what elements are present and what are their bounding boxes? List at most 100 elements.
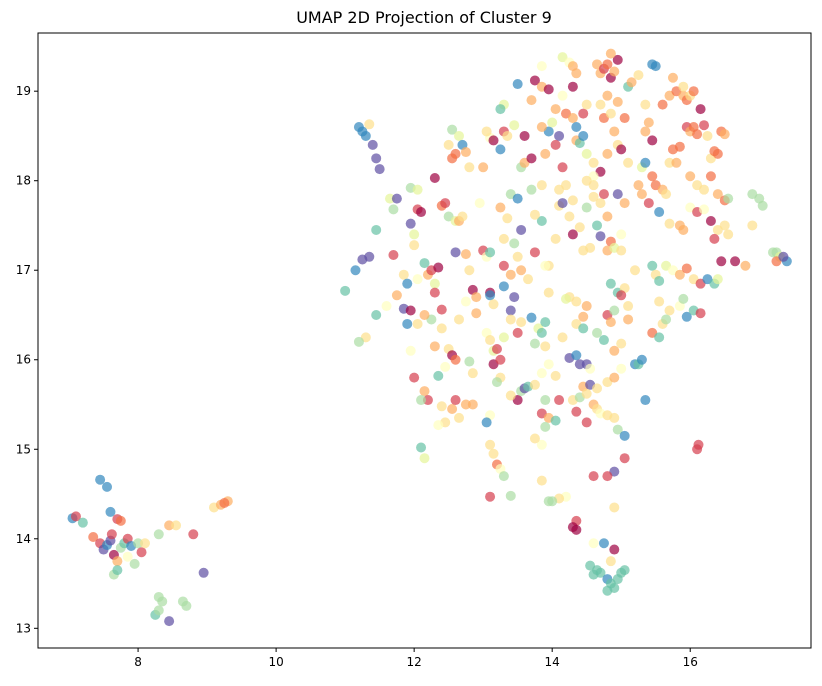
data-point (350, 265, 361, 276)
data-point (529, 75, 540, 86)
data-point (557, 198, 568, 209)
data-point (661, 189, 672, 200)
data-point (467, 368, 478, 379)
data-point (571, 68, 582, 79)
data-point (464, 265, 475, 276)
data-point (495, 144, 506, 155)
data-point (433, 370, 444, 381)
data-point (485, 491, 496, 502)
data-point (543, 359, 554, 370)
data-point (567, 113, 578, 124)
data-point (564, 211, 575, 222)
data-point (516, 265, 527, 276)
x-tick-label: 12 (407, 655, 422, 669)
data-point (643, 198, 654, 209)
data-point (505, 314, 516, 325)
data-point (699, 184, 710, 195)
data-point (588, 538, 599, 549)
data-point (588, 180, 599, 191)
data-point (674, 141, 685, 152)
y-tick-label: 15 (16, 442, 31, 456)
data-point (592, 327, 603, 338)
data-point (619, 453, 630, 464)
data-point (640, 126, 651, 137)
data-point (602, 585, 613, 596)
data-point (664, 157, 675, 168)
data-point (571, 406, 582, 417)
data-point (429, 341, 440, 352)
data-point (574, 222, 585, 233)
data-point (481, 126, 492, 137)
data-point (602, 471, 613, 482)
data-point (536, 475, 547, 486)
data-point (529, 338, 540, 349)
x-tick-label: 16 (683, 655, 698, 669)
data-point (129, 558, 140, 569)
data-point (654, 207, 665, 218)
data-point (454, 314, 465, 325)
data-point (598, 538, 609, 549)
data-point (77, 517, 88, 528)
data-point (512, 193, 523, 204)
data-point (578, 130, 589, 141)
data-point (181, 600, 192, 611)
data-point (512, 327, 523, 338)
data-point (391, 290, 402, 301)
data-point (481, 417, 492, 428)
data-point (681, 311, 692, 322)
data-point (605, 556, 616, 567)
data-point (460, 249, 471, 260)
data-point (581, 202, 592, 213)
data-point (609, 544, 620, 555)
data-point (488, 448, 499, 459)
data-point (419, 453, 430, 464)
data-point (664, 218, 675, 229)
data-point (70, 511, 81, 522)
data-point (454, 412, 465, 423)
data-point (674, 269, 685, 280)
data-point (585, 363, 596, 374)
data-point (416, 207, 427, 218)
data-point (616, 144, 627, 155)
data-point (457, 211, 468, 222)
data-point (636, 354, 647, 365)
data-point (595, 99, 606, 110)
data-point (540, 260, 551, 271)
data-point (719, 129, 730, 140)
data-point (550, 104, 561, 115)
data-point (416, 442, 427, 453)
data-point (416, 395, 427, 406)
data-point (488, 299, 499, 310)
data-point (647, 135, 658, 146)
data-point (578, 323, 589, 334)
y-tick-label: 19 (16, 84, 31, 98)
data-point (491, 344, 502, 354)
data-point (654, 296, 665, 307)
data-point (616, 338, 627, 349)
axes-frame (37, 32, 812, 649)
data-point (571, 524, 582, 535)
data-point (554, 184, 565, 195)
data-point (598, 189, 609, 200)
data-point (405, 218, 416, 229)
data-point (605, 48, 616, 59)
data-point (612, 189, 623, 200)
data-point (471, 308, 482, 319)
x-tick-label: 14 (545, 655, 560, 669)
data-point (723, 229, 734, 240)
data-point (712, 148, 723, 159)
data-point (516, 317, 527, 328)
data-point (409, 229, 420, 240)
data-point (616, 229, 627, 240)
data-point (460, 296, 471, 307)
data-point (371, 309, 382, 320)
data-point (467, 399, 478, 410)
data-point (505, 269, 516, 280)
data-point (536, 439, 547, 450)
data-point (609, 66, 620, 77)
data-point (654, 275, 665, 286)
data-point (364, 251, 375, 262)
data-point (498, 260, 509, 271)
data-point (543, 287, 554, 298)
